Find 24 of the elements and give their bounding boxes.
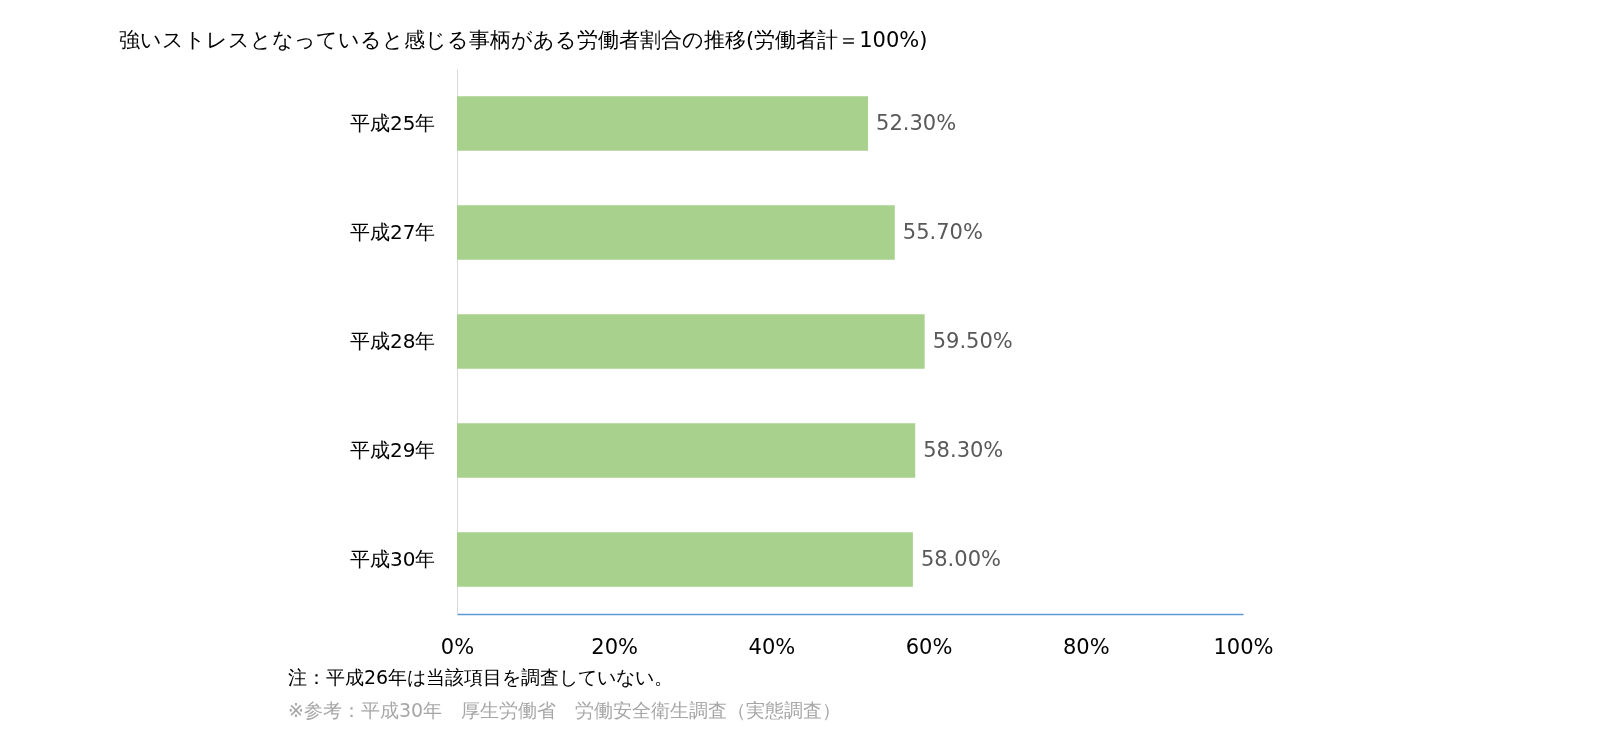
bar bbox=[457, 96, 869, 151]
data-label: 52.30% bbox=[876, 110, 957, 135]
bar bbox=[457, 423, 916, 478]
y-tick-label: 平成28年 bbox=[350, 328, 436, 353]
x-tick-label: 20% bbox=[591, 634, 639, 659]
x-tick-label: 40% bbox=[748, 634, 796, 659]
y-tick-label: 平成29年 bbox=[350, 437, 436, 462]
x-tick-label: 100% bbox=[1213, 634, 1274, 659]
data-label: 58.30% bbox=[923, 437, 1004, 462]
y-tick-label: 平成25年 bbox=[350, 110, 436, 135]
bar bbox=[457, 314, 925, 369]
data-label: 58.00% bbox=[920, 546, 1001, 571]
x-tick-label: 60% bbox=[905, 634, 953, 659]
text: 注：平成26年は当該項目を調査していない。 bbox=[288, 666, 674, 688]
data-label: 59.50% bbox=[932, 328, 1013, 353]
text: ※参考：平成30年 厚生労働省 労働安全衛生調査（実態調査） bbox=[288, 699, 842, 721]
chart-title: 強いストレスとなっていると感じる事柄がある労働者割合の推移(労働者計＝100%) bbox=[119, 28, 928, 52]
x-tick-label: 0% bbox=[440, 634, 475, 659]
bar bbox=[457, 532, 913, 587]
data-label: 55.70% bbox=[902, 219, 983, 244]
bar bbox=[457, 205, 895, 260]
x-tick-label: 80% bbox=[1062, 634, 1110, 659]
y-tick-label: 平成27年 bbox=[350, 219, 436, 244]
y-tick-label: 平成30年 bbox=[350, 546, 436, 571]
